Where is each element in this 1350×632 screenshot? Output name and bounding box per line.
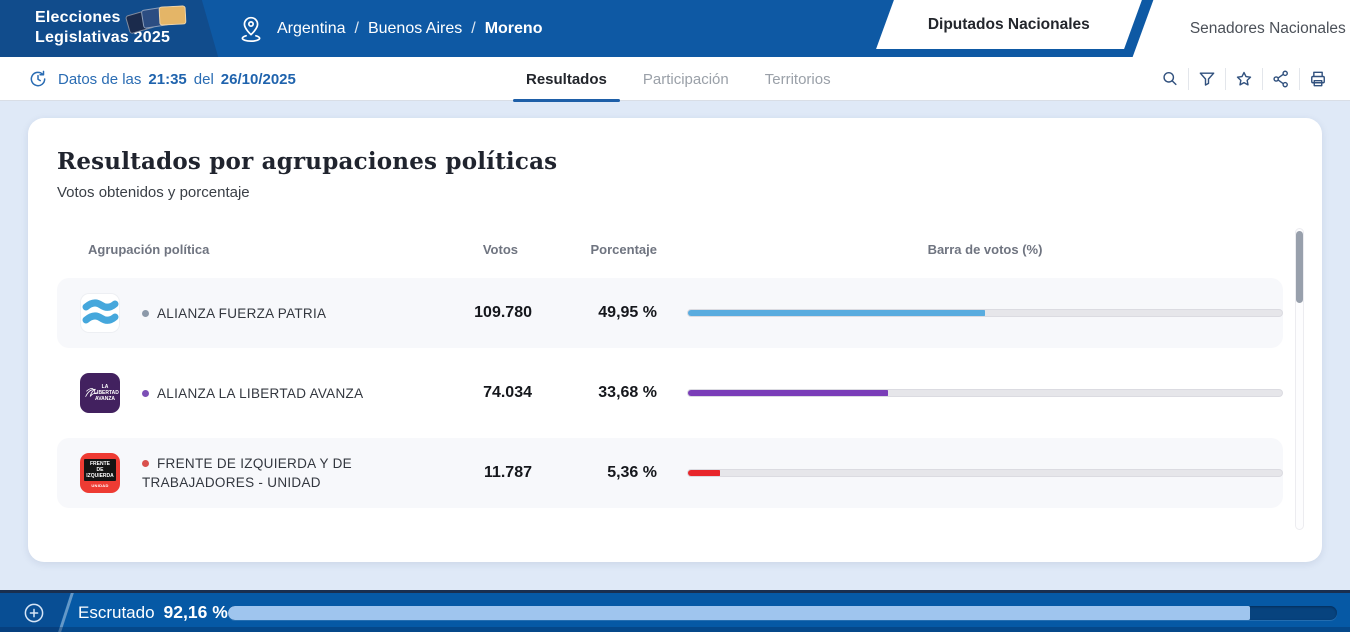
card-title: Resultados por agrupaciones políticas: [57, 148, 558, 175]
percent-value: 33,68 %: [598, 384, 657, 401]
col-porcentaje: Porcentaje: [590, 242, 657, 257]
timestamp-middle: del: [193, 70, 214, 88]
votes-value: 11.787: [483, 464, 532, 481]
toolbar-divider: [1299, 68, 1300, 90]
scrollbar-thumb[interactable]: [1296, 231, 1303, 303]
table-row-frente-izquierda[interactable]: FRENTE DE IZQUIERDA UNIDAD FRENTE DE IZQ…: [57, 438, 1283, 508]
vote-bar-cell: [657, 469, 1283, 477]
footer: Escrutado 92,16 %: [0, 590, 1350, 632]
breadcrumb: Argentina / Buenos Aires / Moreno: [238, 0, 542, 57]
party-color-dot: [142, 389, 149, 397]
frente-izquierda-logo: FRENTE DE IZQUIERDA UNIDAD: [80, 453, 120, 493]
breadcrumb-district[interactable]: Moreno: [484, 19, 543, 37]
tab-participacion-label: Participación: [642, 70, 729, 88]
vote-bar-fill: [688, 470, 720, 476]
percent-value: 5,36 %: [607, 464, 657, 481]
party-name-cell: ALIANZA FUERZA PATRIA: [120, 304, 402, 323]
tab-diputados-nacionales[interactable]: Diputados Nacionales: [876, 0, 1142, 49]
tab-resultados-label: Resultados: [526, 70, 607, 88]
votes-value: 74.034: [483, 384, 532, 401]
share-icon[interactable]: [1269, 67, 1293, 91]
party-name-cell: ALIANZA LA LIBERTAD AVANZA: [120, 384, 402, 403]
toolbar: Datos de las 21:35 del 26/10/2025 Result…: [0, 57, 1350, 102]
card-subtitle: Votos obtenidos y porcentaje: [57, 184, 250, 201]
timestamp-date: 26/10/2025: [220, 70, 296, 88]
party-logo-cell: [57, 293, 120, 333]
party-name: FRENTE DE IZQUIERDA Y DE TRABAJADORES - …: [142, 456, 352, 490]
ballots-graphic: [124, 4, 197, 36]
breadcrumb-country[interactable]: Argentina: [277, 19, 346, 37]
filter-icon[interactable]: [1195, 67, 1219, 91]
col-agrupacion: Agrupación política: [88, 242, 210, 257]
vote-bar-track: [687, 469, 1283, 477]
vote-bar-fill: [688, 310, 985, 316]
party-logo-cell: FRENTE DE IZQUIERDA UNIDAD: [57, 453, 120, 493]
table-row-fuerza-patria[interactable]: ALIANZA FUERZA PATRIA 109.780 49,95 %: [57, 278, 1283, 348]
data-timestamp: Datos de las 21:35 del 26/10/2025: [28, 57, 296, 101]
location-pin-icon: [241, 16, 261, 42]
vote-bar-cell: [657, 309, 1283, 317]
tab-participacion[interactable]: Participación: [641, 57, 731, 101]
vote-bar-track: [687, 389, 1283, 397]
timestamp-time: 21:35: [148, 70, 187, 88]
party-name: ALIANZA FUERZA PATRIA: [157, 305, 327, 321]
escrutado-label: Escrutado: [78, 602, 155, 622]
party-logo-cell: LA LIBERTAD AVANZA: [57, 373, 120, 413]
tab-territorios[interactable]: Territorios: [763, 57, 833, 101]
vote-bar-track: [687, 309, 1283, 317]
breadcrumb-province[interactable]: Buenos Aires: [367, 19, 463, 37]
vote-bar-fill: [688, 390, 889, 396]
party-name-cell: FRENTE DE IZQUIERDA Y DE TRABAJADORES - …: [120, 454, 402, 492]
print-icon[interactable]: [1306, 67, 1330, 91]
header: Elecciones Legislativas 2025 Argentina /…: [0, 0, 1350, 57]
tab-territorios-label: Territorios: [764, 70, 831, 88]
app-logo[interactable]: Elecciones Legislativas 2025: [35, 5, 187, 48]
votes-value: 109.780: [474, 304, 532, 321]
logo-line2: Legislativas 2025: [35, 29, 171, 46]
logo-line1: Elecciones: [35, 9, 121, 26]
party-name: ALIANZA LA LIBERTAD AVANZA: [157, 385, 364, 401]
view-tabs: Resultados Participación Territorios: [513, 57, 833, 102]
party-color-dot: [142, 460, 149, 467]
breadcrumb-separator: /: [471, 19, 476, 37]
results-card: Resultados por agrupaciones políticas Vo…: [28, 118, 1322, 562]
favorite-star-icon[interactable]: [1232, 67, 1256, 91]
col-barra: Barra de votos (%): [927, 242, 1043, 257]
la-libertad-avanza-logo: LA LIBERTAD AVANZA: [80, 373, 120, 413]
vote-bar-cell: [657, 389, 1283, 397]
timestamp-prefix: Datos de las: [58, 70, 142, 88]
escrutado-progress-fill: [228, 605, 1251, 620]
fit-logo-text: FRENTE DE IZQUIERDA: [84, 458, 116, 481]
percent-value: 49,95 %: [598, 304, 657, 321]
escrutado-progress-bar: [228, 605, 1337, 620]
tab-resultados[interactable]: Resultados: [513, 57, 620, 102]
tab-senadores-label: Senadores Nacionales: [1190, 19, 1346, 37]
toolbar-actions: [1152, 57, 1336, 101]
toolbar-divider: [1262, 68, 1263, 90]
breadcrumb-separator: /: [354, 19, 359, 37]
tab-senadores-nacionales[interactable]: Senadores Nacionales: [1132, 0, 1350, 57]
table-row-libertad-avanza[interactable]: LA LIBERTAD AVANZA ALIANZA LA LIBERTAD A…: [57, 358, 1283, 428]
plus-circle-button[interactable]: [22, 601, 46, 625]
results-table: ALIANZA FUERZA PATRIA 109.780 49,95 %: [57, 278, 1283, 508]
party-color-dot: [142, 309, 149, 317]
tab-diputados-label: Diputados Nacionales: [928, 15, 1090, 33]
toolbar-divider: [1225, 68, 1226, 90]
lla-logo-text: LA LIBERTAD AVANZA: [94, 384, 119, 402]
table-header: Agrupación política Votos Porcentaje Bar…: [57, 242, 1283, 257]
search-icon[interactable]: [1158, 67, 1182, 91]
escrutado-percent: 92,16 %: [163, 602, 228, 622]
clock-history-icon: [30, 70, 46, 87]
col-votos: Votos: [482, 242, 518, 257]
fuerza-patria-flag-logo: [80, 293, 120, 333]
fit-logo-subtext: UNIDAD: [91, 482, 109, 488]
escrutado-status: Escrutado 92,16 %: [78, 593, 228, 632]
toolbar-divider: [1188, 68, 1189, 90]
main-content: Resultados por agrupaciones políticas Vo…: [0, 101, 1350, 632]
card-scrollbar[interactable]: [1295, 228, 1304, 530]
